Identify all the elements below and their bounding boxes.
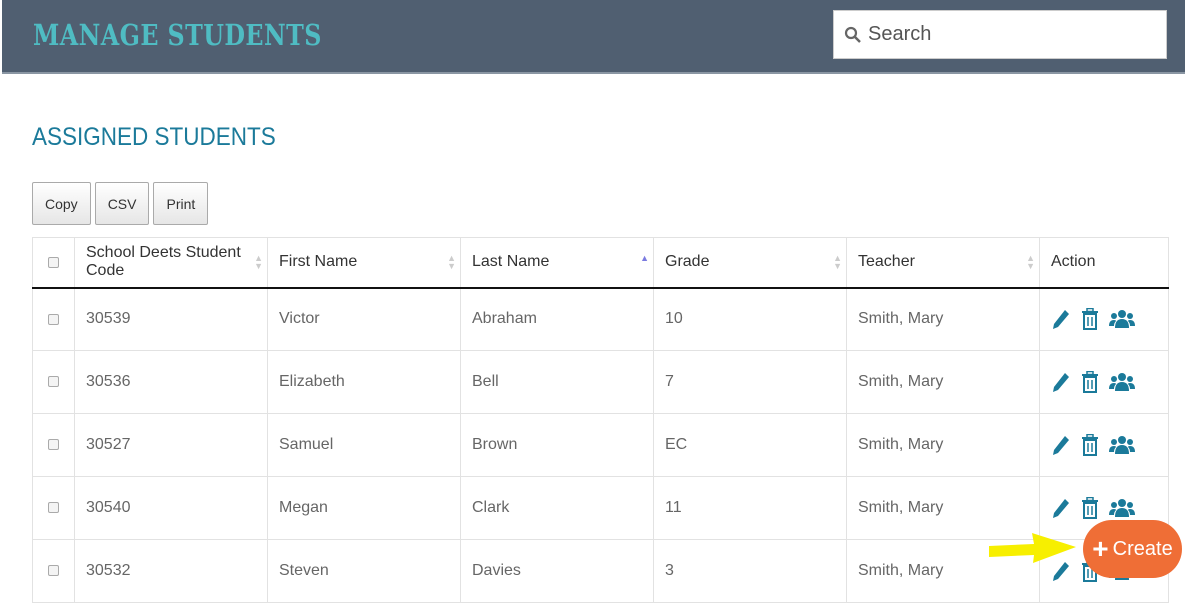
sort-icon: ▲ ▼ <box>447 253 456 271</box>
col-student-code[interactable]: School Deets Student Code ▲ ▼ <box>74 237 268 289</box>
cell-last-name: Brown <box>460 413 654 477</box>
cell-grade: 11 <box>653 476 847 540</box>
cell-student-code: 30527 <box>74 413 268 477</box>
select-all-checkbox[interactable] <box>32 237 75 289</box>
trash-icon[interactable] <box>1081 371 1099 393</box>
users-icon[interactable] <box>1109 435 1135 455</box>
pencil-icon[interactable] <box>1051 560 1071 582</box>
cell-first-name: Samuel <box>267 413 461 477</box>
users-icon[interactable] <box>1109 309 1135 329</box>
annotation-arrow <box>989 533 1076 563</box>
sort-icon: ▲ ▼ <box>833 253 842 271</box>
table-row: 30540 Megan Clark 11 Smith, Mary <box>32 476 1169 540</box>
users-icon[interactable] <box>1109 372 1135 392</box>
cell-teacher: Smith, Mary <box>846 350 1040 414</box>
row-actions <box>1039 350 1169 414</box>
pencil-icon[interactable] <box>1051 434 1071 456</box>
col-action: Action <box>1039 237 1169 289</box>
cell-grade: 3 <box>653 539 847 603</box>
students-table: School Deets Student Code ▲ ▼ First Name ▲ ▼… <box>32 237 1169 603</box>
trash-icon[interactable] <box>1081 434 1099 456</box>
create-button[interactable]: + Create <box>1083 520 1182 578</box>
table-row: 30536 Elizabeth Bell 7 Smith, Mary <box>32 350 1169 414</box>
plus-icon: + <box>1092 533 1109 564</box>
table-row: 30532 Steven Davies 3 Smith, Mary <box>32 539 1169 603</box>
cell-grade: 7 <box>653 350 847 414</box>
row-checkbox[interactable] <box>32 287 75 351</box>
cell-grade: EC <box>653 413 847 477</box>
col-teacher[interactable]: Teacher ▲ ▼ <box>846 237 1040 289</box>
cell-student-code: 30536 <box>74 350 268 414</box>
cell-first-name: Elizabeth <box>267 350 461 414</box>
row-checkbox[interactable] <box>32 350 75 414</box>
row-actions <box>1039 287 1169 351</box>
pencil-icon[interactable] <box>1051 308 1071 330</box>
cell-grade: 10 <box>653 287 847 351</box>
pencil-icon[interactable] <box>1051 371 1071 393</box>
search-placeholder: Search <box>868 23 932 45</box>
cell-student-code: 30540 <box>74 476 268 540</box>
table-row: 30527 Samuel Brown EC Smith, Mary <box>32 413 1169 477</box>
cell-first-name: Victor <box>267 287 461 351</box>
cell-last-name: Davies <box>460 539 654 603</box>
row-checkbox[interactable] <box>32 413 75 477</box>
sort-icon: ▲ ▼ <box>254 253 263 271</box>
row-checkbox[interactable] <box>32 476 75 540</box>
users-icon[interactable] <box>1109 498 1135 518</box>
cell-last-name: Abraham <box>460 287 654 351</box>
trash-icon[interactable] <box>1081 497 1099 519</box>
page-title: MANAGE STUDENTS <box>33 18 322 52</box>
cell-student-code: 30539 <box>74 287 268 351</box>
top-bar: MANAGE STUDENTS Search <box>2 0 1185 74</box>
copy-button[interactable]: Copy <box>32 182 91 225</box>
table-row: 30539 Victor Abraham 10 Smith, Mary <box>32 287 1169 351</box>
cell-teacher: Smith, Mary <box>846 476 1040 540</box>
trash-icon[interactable] <box>1081 308 1099 331</box>
sort-asc-icon: ▲ <box>640 253 649 263</box>
search-input[interactable]: Search <box>833 10 1167 59</box>
search-icon <box>844 26 861 43</box>
section-title: ASSIGNED STUDENTS <box>32 123 276 151</box>
col-grade[interactable]: Grade ▲ ▼ <box>653 237 847 289</box>
col-first-name[interactable]: First Name ▲ ▼ <box>267 237 461 289</box>
print-button[interactable]: Print <box>153 182 209 225</box>
cell-teacher: Smith, Mary <box>846 287 1040 351</box>
col-last-name[interactable]: Last Name ▲ <box>460 237 654 289</box>
csv-button[interactable]: CSV <box>94 182 150 225</box>
cell-last-name: Bell <box>460 350 654 414</box>
cell-first-name: Megan <box>267 476 461 540</box>
cell-last-name: Clark <box>460 476 654 540</box>
sort-icon: ▲ ▼ <box>1026 253 1035 271</box>
cell-teacher: Smith, Mary <box>846 539 1040 603</box>
cell-first-name: Steven <box>267 539 461 603</box>
cell-teacher: Smith, Mary <box>846 413 1040 477</box>
row-actions <box>1039 413 1169 477</box>
row-checkbox[interactable] <box>32 539 75 603</box>
cell-student-code: 30532 <box>74 539 268 603</box>
pencil-icon[interactable] <box>1051 497 1071 519</box>
